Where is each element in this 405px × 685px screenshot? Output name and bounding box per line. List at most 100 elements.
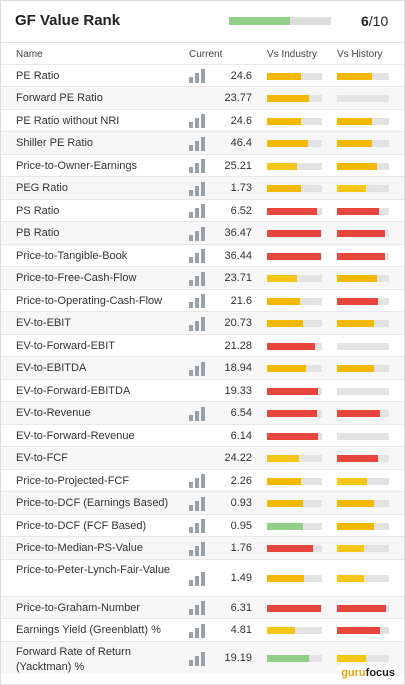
metric-name[interactable]: Price-to-Operating-Cash-Flow — [16, 295, 163, 307]
bar-chart-icon[interactable] — [189, 601, 207, 615]
bar-chart-icon[interactable] — [189, 317, 207, 331]
metric-name[interactable]: Forward PE Ratio — [16, 92, 103, 104]
table-row[interactable]: Price-to-DCF (FCF Based) 0.95 — [1, 514, 404, 536]
metric-name[interactable]: Forward Rate of Return (Yacktman) % — [16, 646, 131, 673]
metric-name[interactable]: Price-to-DCF (Earnings Based) — [16, 497, 169, 509]
metric-name[interactable]: Earnings Yield (Greenblatt) % — [16, 624, 161, 636]
bar-chart-icon[interactable] — [189, 69, 207, 83]
chart-icon-bar — [201, 601, 205, 615]
bar-chart-icon[interactable] — [189, 204, 207, 218]
table-row[interactable]: Forward PE Ratio 23.77 — [1, 86, 404, 109]
table-row[interactable]: PE Ratio without NRI 24.6 — [1, 109, 404, 131]
bar-chart-icon[interactable] — [189, 542, 207, 556]
metric-name[interactable]: EV-to-Revenue — [16, 407, 91, 419]
vs-history-bar-fill — [337, 140, 373, 147]
table-row[interactable]: EV-to-Revenue 6.54 — [1, 401, 404, 424]
table-row[interactable]: EV-to-EBIT 20.73 — [1, 311, 404, 334]
bar-chart-icon[interactable] — [189, 137, 207, 151]
current-value: 23.77 — [224, 92, 252, 104]
table-row[interactable]: Forward Rate of Return (Yacktman) % 19.19 — [1, 641, 404, 674]
table-row[interactable]: EV-to-Forward-EBIT 21.28 — [1, 334, 404, 356]
vs-history-bar-fill — [337, 500, 375, 507]
vs-history-bar-fill — [337, 478, 368, 485]
metric-name[interactable]: Price-to-Free-Cash-Flow — [16, 272, 137, 284]
bar-chart-icon[interactable] — [189, 294, 207, 308]
bar-chart-icon[interactable] — [189, 652, 207, 666]
chart-icon-bar — [195, 366, 199, 376]
metric-name[interactable]: Shiller PE Ratio — [16, 137, 94, 149]
current-value: 24.6 — [230, 70, 252, 82]
metric-name[interactable]: EV-to-FCF — [16, 452, 68, 464]
vs-industry-bar — [267, 298, 322, 305]
table-row[interactable]: EV-to-EBITDA 18.94 — [1, 356, 404, 379]
metric-name[interactable]: PS Ratio — [16, 205, 60, 217]
vs-history-bar — [337, 575, 389, 582]
table-row[interactable]: PEG Ratio 1.73 — [1, 176, 404, 199]
metric-name[interactable]: PE Ratio without NRI — [16, 115, 120, 127]
metric-name[interactable]: EV-to-EBITDA — [16, 362, 87, 374]
table-row[interactable]: EV-to-Forward-EBITDA 19.33 — [1, 379, 404, 401]
table-row[interactable]: EV-to-Forward-Revenue 6.14 — [1, 424, 404, 446]
vs-history-bar — [337, 365, 389, 372]
metric-name[interactable]: Price-to-Projected-FCF — [16, 475, 130, 487]
vs-industry-bar — [267, 163, 322, 170]
metric-name[interactable]: EV-to-Forward-EBITDA — [16, 385, 131, 397]
metric-name[interactable]: PB Ratio — [16, 227, 60, 239]
bar-chart-icon[interactable] — [189, 362, 207, 376]
vs-history-bar — [337, 343, 389, 350]
table-row[interactable]: Price-to-Graham-Number 6.31 — [1, 596, 404, 618]
table-row[interactable]: Price-to-Median-PS-Value 1.76 — [1, 536, 404, 559]
table-row[interactable]: Earnings Yield (Greenblatt) % 4.81 — [1, 618, 404, 641]
vs-history-bar — [337, 298, 389, 305]
vs-industry-bar-fill — [267, 500, 304, 507]
metric-name[interactable]: Price-to-Peter-Lynch-Fair-Value — [16, 564, 171, 576]
table-row[interactable]: Price-to-Free-Cash-Flow 23.71 — [1, 266, 404, 289]
table-row[interactable]: Price-to-Tangible-Book 36.44 — [1, 244, 404, 266]
metric-name[interactable]: EV-to-Forward-Revenue — [16, 430, 135, 442]
table-row[interactable]: PB Ratio 36.47 — [1, 221, 404, 244]
vs-industry-bar-fill — [267, 365, 306, 372]
current-value: 1.73 — [230, 182, 252, 194]
metric-name[interactable]: Price-to-Graham-Number — [16, 602, 141, 614]
metric-name[interactable]: Price-to-Tangible-Book — [16, 250, 128, 262]
metric-name[interactable]: Price-to-Median-PS-Value — [16, 542, 143, 554]
metric-name[interactable]: Price-to-Owner-Earnings — [16, 160, 138, 172]
table-row[interactable]: EV-to-FCF 24.22 — [1, 446, 404, 469]
bar-chart-icon[interactable] — [189, 572, 207, 586]
bar-chart-icon[interactable] — [189, 227, 207, 241]
bar-chart-icon[interactable] — [189, 182, 207, 196]
metric-name[interactable]: PE Ratio — [16, 70, 60, 82]
metric-name[interactable]: EV-to-Forward-EBIT — [16, 340, 116, 352]
table-row[interactable]: Price-to-Projected-FCF 2.26 — [1, 469, 404, 491]
table-row[interactable]: PS Ratio 6.52 — [1, 199, 404, 221]
table-row[interactable]: Price-to-Owner-Earnings 25.21 — [1, 154, 404, 176]
chart-icon-bar — [201, 227, 205, 241]
bar-chart-icon[interactable] — [189, 272, 207, 286]
vs-industry-bar — [267, 118, 322, 125]
chart-icon-bar — [201, 159, 205, 173]
vs-industry-bar — [267, 523, 322, 530]
current-value: 1.49 — [230, 572, 252, 584]
table-row[interactable]: Shiller PE Ratio 46.4 — [1, 131, 404, 154]
vs-industry-bar-fill — [267, 320, 303, 327]
metric-name[interactable]: EV-to-EBIT — [16, 317, 72, 329]
bar-chart-icon[interactable] — [189, 624, 207, 638]
bar-chart-icon[interactable] — [189, 407, 207, 421]
bar-chart-icon[interactable] — [189, 519, 207, 533]
bar-chart-icon[interactable] — [189, 159, 207, 173]
vs-history-bar-fill — [337, 655, 366, 662]
bar-chart-icon[interactable] — [189, 249, 207, 263]
table-row[interactable]: Price-to-DCF (Earnings Based) 0.93 — [1, 491, 404, 514]
metric-name[interactable]: Price-to-DCF (FCF Based) — [16, 520, 147, 532]
current-value: 6.31 — [230, 602, 252, 614]
bar-chart-icon[interactable] — [189, 114, 207, 128]
table-row[interactable]: Price-to-Peter-Lynch-Fair-Value 1.49 — [1, 559, 404, 596]
vs-history-bar-fill — [337, 118, 373, 125]
bar-chart-icon[interactable] — [189, 474, 207, 488]
vs-history-bar — [337, 388, 389, 395]
table-row[interactable]: Price-to-Operating-Cash-Flow 21.6 — [1, 289, 404, 311]
metric-name[interactable]: PEG Ratio — [16, 182, 68, 194]
bar-chart-icon[interactable] — [189, 497, 207, 511]
table-row[interactable]: PE Ratio 24.6 — [1, 64, 404, 86]
